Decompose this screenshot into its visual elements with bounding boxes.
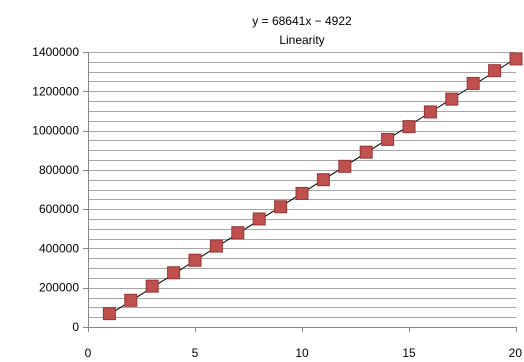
data-point [381, 132, 395, 146]
data-point [188, 253, 202, 267]
y-tick-label: 200000 [39, 281, 79, 295]
data-point [509, 52, 523, 66]
data-point [167, 266, 181, 280]
x-tick-label: 10 [295, 346, 309, 360]
data-point [252, 212, 266, 226]
x-tick-label: 20 [509, 346, 523, 360]
data-point [145, 279, 159, 293]
y-tick-label: 400000 [39, 241, 79, 255]
data-point [274, 200, 288, 214]
data-point [209, 239, 223, 253]
y-tick-label: 1200000 [32, 84, 79, 98]
x-tick-label: 0 [85, 346, 92, 360]
chart-title: y = 68641x − 4922 [252, 14, 352, 28]
data-point [338, 159, 352, 173]
y-tick-label: 600000 [39, 202, 79, 216]
x-tick-label: 15 [402, 346, 416, 360]
data-point [423, 105, 437, 119]
data-point [445, 92, 459, 106]
chart-subtitle: Linearity [279, 33, 324, 47]
x-tick-labels: 0 5 10 15 20 [85, 346, 523, 360]
y-tick-label: 1000000 [32, 124, 79, 138]
y-tick-label: 0 [72, 320, 79, 334]
data-point [102, 307, 116, 321]
x-tick-label: 5 [192, 346, 199, 360]
data-points [102, 52, 523, 321]
data-point [359, 145, 373, 159]
data-point [124, 293, 138, 307]
y-tick-labels: 0 200000 400000 600000 800000 1000000 1200000 1… [32, 45, 79, 334]
axes [83, 52, 517, 332]
data-point [231, 226, 245, 240]
data-point [488, 64, 502, 78]
data-point [295, 186, 309, 200]
y-tick-label: 800000 [39, 163, 79, 177]
data-point [402, 120, 416, 134]
data-point [316, 173, 330, 187]
y-tick-label: 1400000 [32, 45, 79, 59]
data-point [466, 76, 480, 90]
